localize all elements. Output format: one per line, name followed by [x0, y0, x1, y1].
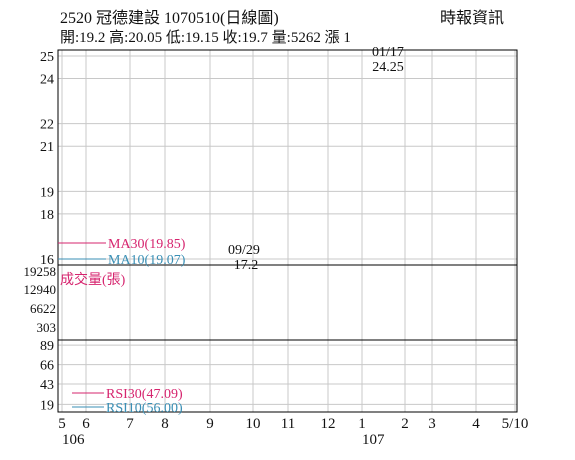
x-tick-label: 10 [246, 416, 261, 432]
x-tick-label: 12 [321, 416, 336, 432]
x-year-label: 106 [62, 432, 85, 448]
x-tick-label: 1 [358, 416, 366, 432]
chart-title: 2520 冠德建設 1070510(日線圖) [60, 10, 279, 27]
volume-tick-label: 12940 [24, 282, 57, 297]
low-value-label: 17.2 [234, 258, 259, 273]
price-tick-label: 21 [40, 140, 54, 155]
rsi-legend-label: RSI10(56.00) [106, 401, 183, 416]
ma-legend-label: MA30(19.85) [108, 237, 186, 252]
rsi-tick-label: 19 [40, 398, 54, 413]
x-tick-label: 5 [58, 416, 66, 432]
volume-tick-label: 303 [37, 320, 57, 335]
x-tick-label: 5/10 [502, 416, 529, 432]
x-year-label: 107 [362, 432, 385, 448]
source-label: 時報資訊 [440, 10, 505, 27]
x-tick-label: 8 [161, 416, 169, 432]
x-tick-label: 2 [401, 416, 409, 432]
x-tick-label: 9 [206, 416, 214, 432]
x-tick-label: 4 [472, 416, 480, 432]
low-date-label: 09/29 [228, 243, 260, 258]
volume-tick-label: 19258 [24, 264, 57, 279]
price-tick-label: 18 [40, 208, 54, 223]
price-tick-label: 22 [40, 118, 54, 133]
high-date-label: 01/17 [372, 45, 404, 60]
price-tick-label: 24 [40, 73, 54, 88]
rsi-legend-label: RSI30(47.09) [106, 387, 183, 402]
quote-summary: 開:19.2 高:20.05 低:19.15 收:19.7 量:5262 漲 1 [60, 30, 351, 46]
rsi-tick-label: 43 [40, 378, 54, 393]
price-tick-label: 16 [40, 253, 54, 268]
x-tick-label: 3 [428, 416, 436, 432]
volume-tick-label: 6622 [30, 301, 56, 316]
rsi-tick-label: 89 [40, 339, 54, 354]
x-tick-label: 11 [281, 416, 295, 432]
x-tick-label: 7 [126, 416, 134, 432]
price-tick-label: 19 [40, 185, 54, 200]
chart-frame [57, 49, 518, 413]
price-tick-label: 25 [40, 50, 54, 65]
x-tick-label: 6 [82, 416, 90, 432]
high-value-label: 24.25 [372, 60, 404, 75]
volume-title: 成交量(張) [60, 271, 126, 288]
ma-legend-label: MA10(19.07) [108, 253, 186, 268]
rsi-tick-label: 66 [40, 359, 54, 374]
